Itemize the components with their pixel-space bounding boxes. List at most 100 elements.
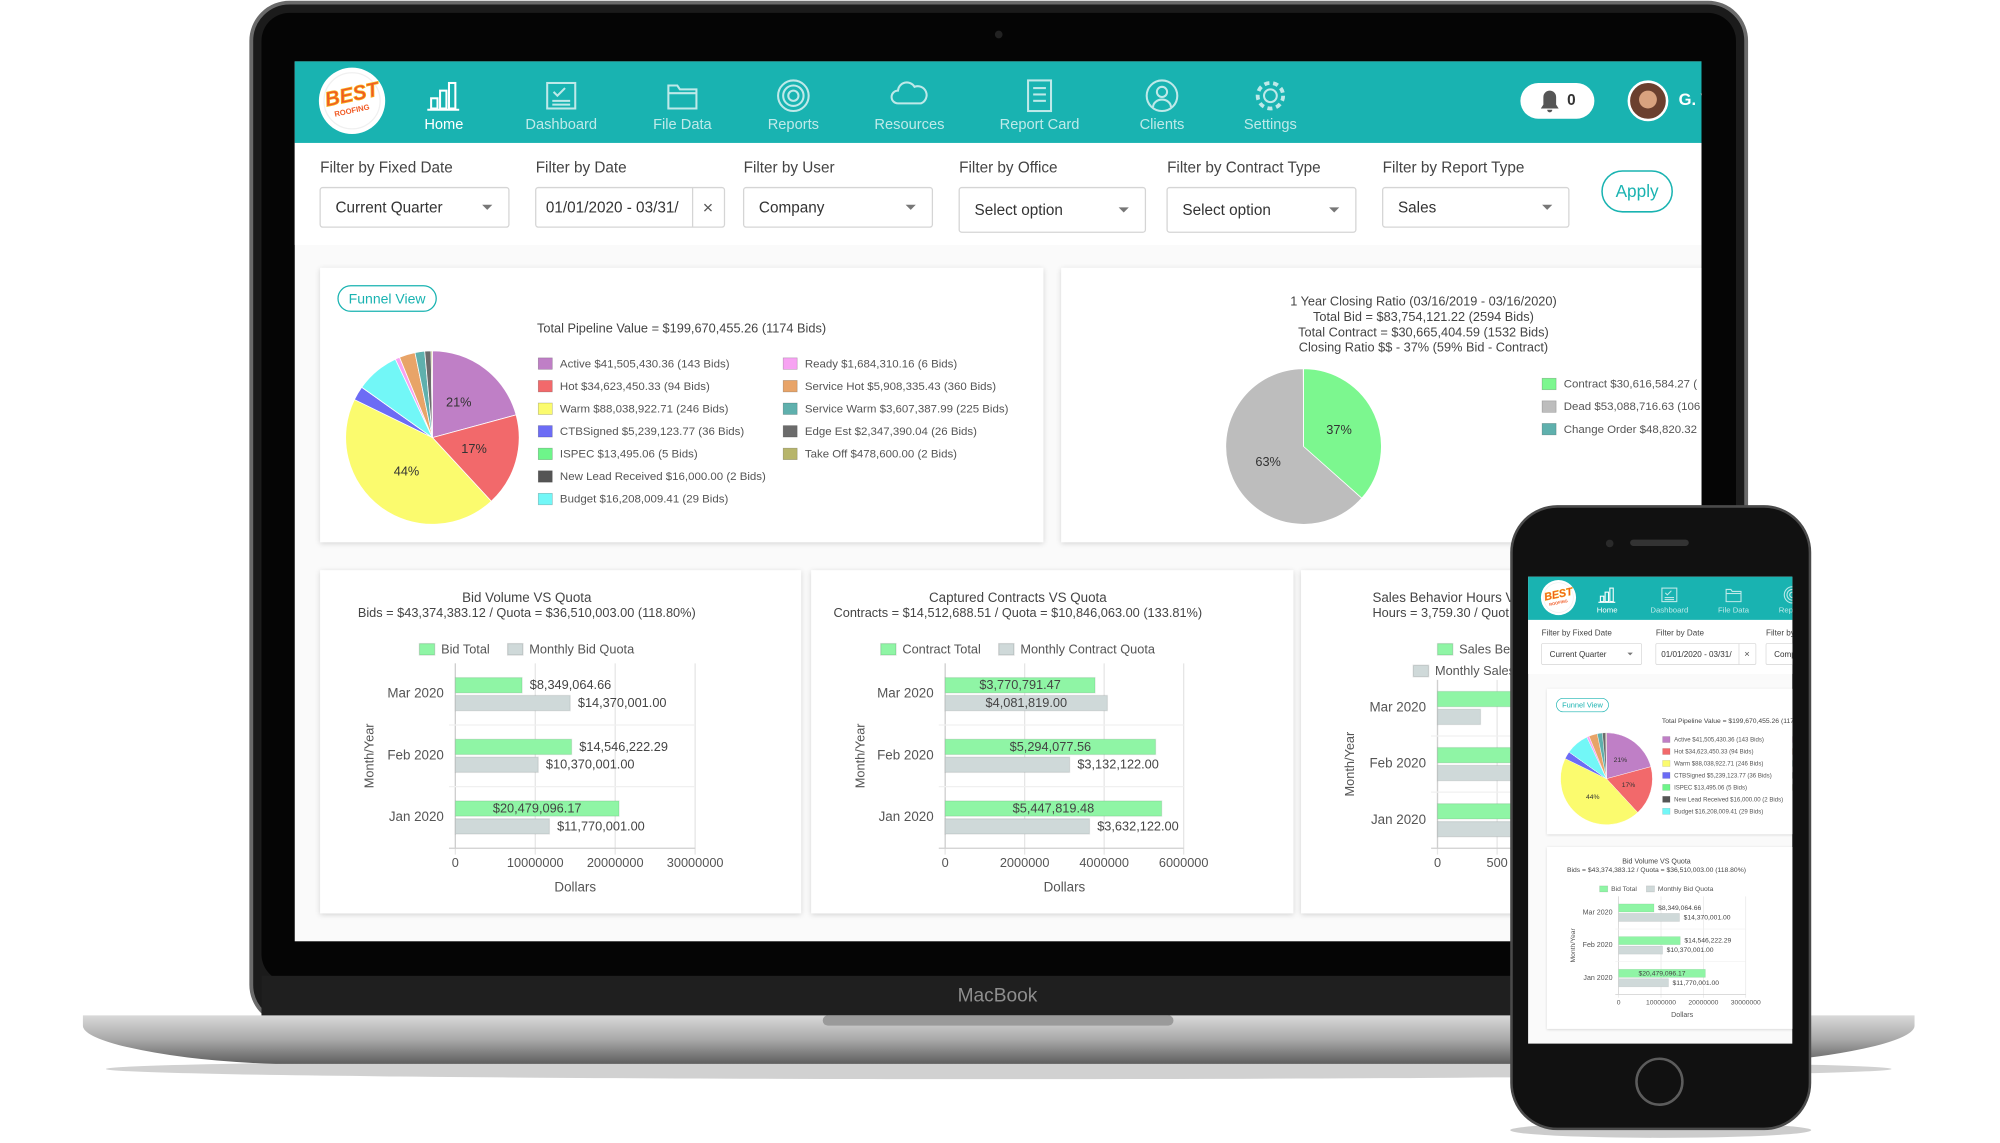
icon-shape <box>782 84 805 107</box>
legend-label: CTBSigned $5,239,123.77 (36 Bids) <box>1674 772 1772 779</box>
y-tick-label: Jan 2020 <box>389 809 444 824</box>
nav-label: Dashboard <box>1650 605 1688 614</box>
select-value: Sales <box>1398 200 1437 217</box>
y-axis-title: Month/Year <box>852 723 867 788</box>
icon-shape <box>1609 587 1614 603</box>
nav-item[interactable]: Home <box>424 81 463 133</box>
logo-ring <box>1543 582 1574 613</box>
chart-title: 1 Year Closing Ratio (03/16/2019 - 03/16… <box>1290 294 1557 309</box>
filter-select[interactable]: Current Quarter <box>1541 643 1642 665</box>
chart-title: Total Pipeline Value = $199,670,455.26 (… <box>537 321 826 336</box>
filter-select[interactable]: Sales <box>1382 186 1570 228</box>
select-value: 01/01/2020 - 03/31/ <box>546 200 679 217</box>
legend-label: Warm $88,038,922.71 (246 Bids) <box>1674 760 1763 767</box>
nav-item[interactable]: Clients <box>1976 587 2000 615</box>
nav-item[interactable]: Home <box>1597 587 1618 614</box>
nav-item[interactable]: Resources <box>874 81 944 133</box>
bar-value-label: $14,546,222.29 <box>579 739 668 754</box>
legend-label: Service Hot $5,908,335.43 (360 Bids) <box>1804 748 1905 755</box>
bar-value-label: $20,479,096.17 <box>493 801 582 816</box>
legend-swatch <box>782 357 798 370</box>
nav-item[interactable]: Settings <box>1244 81 1297 133</box>
filter-select[interactable]: 01/01/2020 - 03/31/ × <box>535 186 726 228</box>
apply-button[interactable]: Apply <box>1601 170 1673 213</box>
bar <box>454 756 539 774</box>
select-box <box>1382 186 1570 228</box>
icon-shape <box>787 89 800 102</box>
filter-select[interactable]: Company <box>742 186 934 228</box>
legend-swatch <box>1412 664 1430 678</box>
nav-item[interactable]: Dashboard <box>525 81 597 133</box>
legend-swatch <box>537 402 553 415</box>
funnel-view-button[interactable]: Funnel View <box>1556 697 1609 713</box>
x-tick-label: 2000000 <box>1000 855 1050 870</box>
select-box <box>319 186 510 228</box>
bar-value-label: $8,349,064.66 <box>1658 905 1701 912</box>
y-tick-label: Jan 2020 <box>1371 812 1426 827</box>
nav-item[interactable]: Clients <box>1140 79 1185 133</box>
nav-item[interactable]: File Data <box>1718 588 1750 614</box>
bar-value-label: $14,370,001.00 <box>578 695 667 710</box>
nav-item[interactable]: Report Card <box>1902 587 1944 615</box>
legend-swatch <box>1662 808 1671 815</box>
select-box <box>1655 643 1757 665</box>
slice-label: 63% <box>1255 454 1281 469</box>
phone-home-button[interactable] <box>1635 1057 1684 1106</box>
notification-button[interactable]: 0 <box>1520 82 1595 119</box>
nav-icon <box>1598 587 1616 603</box>
y-tick-label: Jan 2020 <box>879 809 934 824</box>
icon-shape <box>447 81 457 110</box>
x-tick-label: 500 <box>1486 855 1507 870</box>
bar <box>454 694 571 712</box>
filter-label: Filter by Fixed Date <box>1542 629 1613 638</box>
chart-title: Sales Behavior Hours V <box>1372 590 1514 605</box>
chart-subtitle: Total Bid = $83,754,121.22 (2594 Bids) <box>1313 309 1534 324</box>
filter-select[interactable]: 01/01/2020 - 03/31/ × <box>1655 643 1757 665</box>
icon-shape <box>1786 588 1793 601</box>
nav-item[interactable]: Reports <box>1779 586 1806 615</box>
logo-badge <box>1540 579 1577 616</box>
filter-select[interactable]: Current Quarter <box>319 186 510 228</box>
legend-label: Sales Beh <box>1459 641 1517 656</box>
bar-value-label: $3,132,122.00 <box>1077 757 1159 772</box>
apply-label: Apply <box>1616 181 1659 201</box>
legend-label: Bid Total <box>441 641 490 656</box>
funnel-pill <box>1556 697 1609 713</box>
filter-select[interactable]: Company <box>1765 643 1866 665</box>
nav-item[interactable]: Reports <box>768 79 819 133</box>
nav-item[interactable]: Resources <box>1835 588 1872 615</box>
funnel-label: Funnel View <box>349 291 427 307</box>
filter-select[interactable]: Select option <box>1990 644 2000 668</box>
select-caret <box>1329 207 1340 213</box>
legend-swatch <box>880 642 897 656</box>
nav-icon <box>427 81 460 111</box>
x-tick-label: 30000000 <box>1731 999 1761 1006</box>
bar <box>944 738 1157 756</box>
icon-shape <box>1844 588 1863 599</box>
bar-value-label: $5,294,077.56 <box>1010 739 1092 754</box>
chart-subtitle: Total Contract = $30,665,404.59 (1532 Bi… <box>1298 324 1549 339</box>
y-tick-label: Feb 2020 <box>1583 941 1613 949</box>
select-value: Current Quarter <box>335 200 442 217</box>
filter-select[interactable]: Select option <box>1166 186 1357 233</box>
pie-slice <box>432 350 517 439</box>
funnel-pill <box>337 285 437 312</box>
nav-item[interactable]: Dashboard <box>1650 587 1688 614</box>
filter-select[interactable]: Select option <box>1880 644 1979 668</box>
icon-shape <box>1664 590 1672 596</box>
legend-label: Active $41,505,430.36 (143 Bids) <box>560 358 730 370</box>
logo-subtext: ROOFING <box>1549 598 1569 607</box>
chart-title: Captured Contracts VS Quota <box>929 590 1107 605</box>
funnel-view-button[interactable]: Funnel View <box>337 285 437 312</box>
filter-select[interactable]: Select option <box>958 186 1147 233</box>
select-box <box>1990 644 2000 668</box>
bar <box>944 676 1096 694</box>
select-value: Company <box>759 200 825 217</box>
legend-swatch <box>506 642 524 656</box>
nav-icon <box>1980 587 1996 603</box>
legend-label: Active $41,505,430.36 (143 Bids) <box>1674 736 1764 743</box>
nav-item[interactable]: File Data <box>653 84 713 133</box>
y-axis-title: Month/Year <box>1570 927 1577 962</box>
nav-item[interactable]: Report Card <box>1000 79 1080 133</box>
